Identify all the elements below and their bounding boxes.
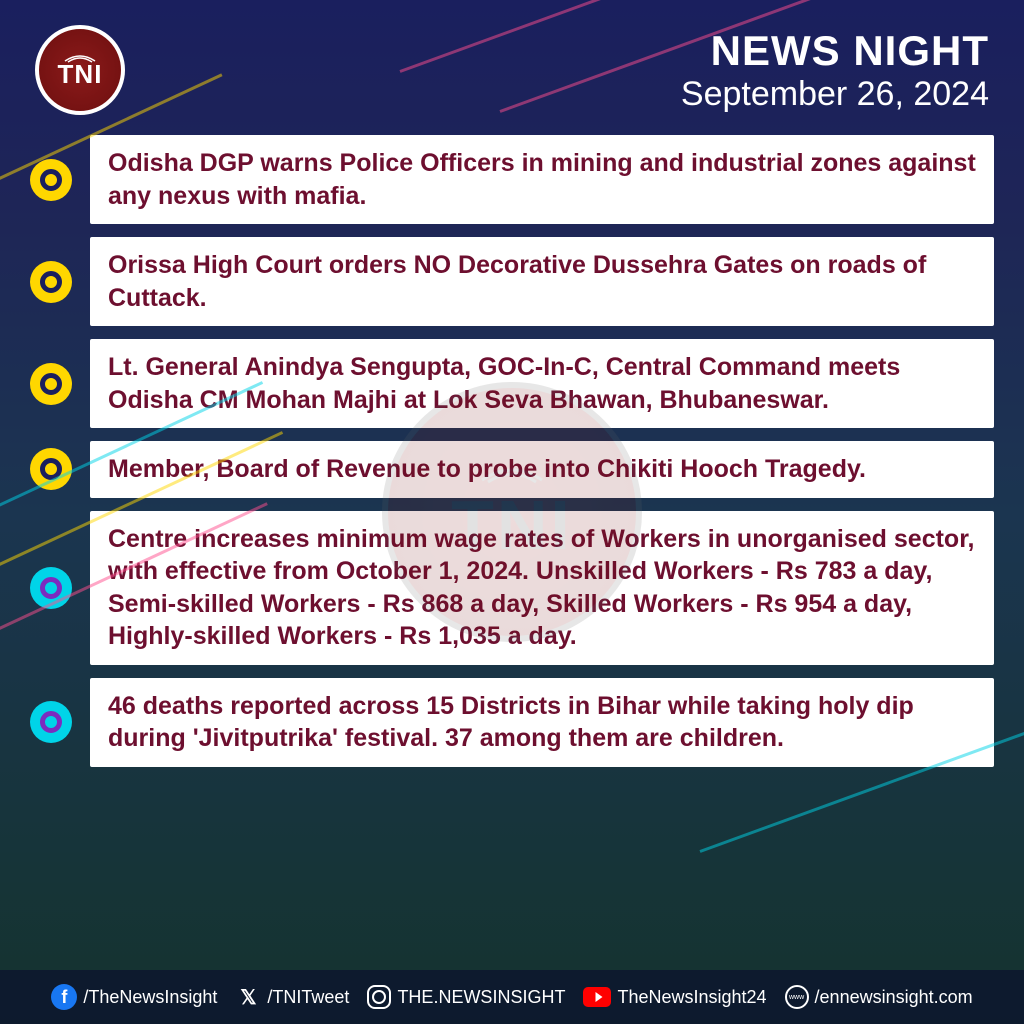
youtube-icon	[583, 987, 611, 1007]
twitter-icon: 𝕏	[235, 984, 261, 1010]
footer-youtube-text: TheNewsInsight24	[617, 987, 766, 1008]
news-item: Centre increases minimum wage rates of W…	[30, 511, 994, 665]
news-text: Centre increases minimum wage rates of W…	[90, 511, 994, 665]
bullet-icon	[30, 159, 72, 201]
instagram-icon	[367, 985, 391, 1009]
news-item: Member, Board of Revenue to probe into C…	[30, 441, 994, 498]
footer: f /TheNewsInsight 𝕏 /TNITweet THE.NEWSIN…	[0, 970, 1024, 1024]
news-item: Lt. General Anindya Sengupta, GOC-In-C, …	[30, 339, 994, 428]
footer-twitter[interactable]: 𝕏 /TNITweet	[235, 984, 349, 1010]
news-text: Member, Board of Revenue to probe into C…	[90, 441, 994, 498]
logo: TNI	[35, 25, 125, 115]
header-right: NEWS NIGHT September 26, 2024	[681, 27, 989, 114]
news-text: Lt. General Anindya Sengupta, GOC-In-C, …	[90, 339, 994, 428]
facebook-icon: f	[51, 984, 77, 1010]
bullet-icon	[30, 448, 72, 490]
footer-facebook[interactable]: f /TheNewsInsight	[51, 984, 217, 1010]
bullet-icon	[30, 701, 72, 743]
news-text: Orissa High Court orders NO Decorative D…	[90, 237, 994, 326]
logo-text: TNI	[58, 59, 103, 90]
header: TNI NEWS NIGHT September 26, 2024	[0, 0, 1024, 130]
footer-website[interactable]: www /ennewsinsight.com	[785, 985, 973, 1009]
news-item: Orissa High Court orders NO Decorative D…	[30, 237, 994, 326]
footer-twitter-text: /TNITweet	[267, 987, 349, 1008]
bullet-icon	[30, 363, 72, 405]
footer-facebook-text: /TheNewsInsight	[83, 987, 217, 1008]
footer-instagram[interactable]: THE.NEWSINSIGHT	[367, 985, 565, 1009]
news-item: Odisha DGP warns Police Officers in mini…	[30, 135, 994, 224]
footer-youtube[interactable]: TheNewsInsight24	[583, 987, 766, 1008]
news-list: Odisha DGP warns Police Officers in mini…	[0, 130, 1024, 767]
page-date: September 26, 2024	[681, 75, 989, 114]
news-text: Odisha DGP warns Police Officers in mini…	[90, 135, 994, 224]
globe-icon: www	[785, 985, 809, 1009]
footer-instagram-text: THE.NEWSINSIGHT	[397, 987, 565, 1008]
news-text: 46 deaths reported across 15 Districts i…	[90, 678, 994, 767]
page-title: NEWS NIGHT	[681, 27, 989, 75]
news-item: 46 deaths reported across 15 Districts i…	[30, 678, 994, 767]
footer-website-text: /ennewsinsight.com	[815, 987, 973, 1008]
bullet-icon	[30, 261, 72, 303]
